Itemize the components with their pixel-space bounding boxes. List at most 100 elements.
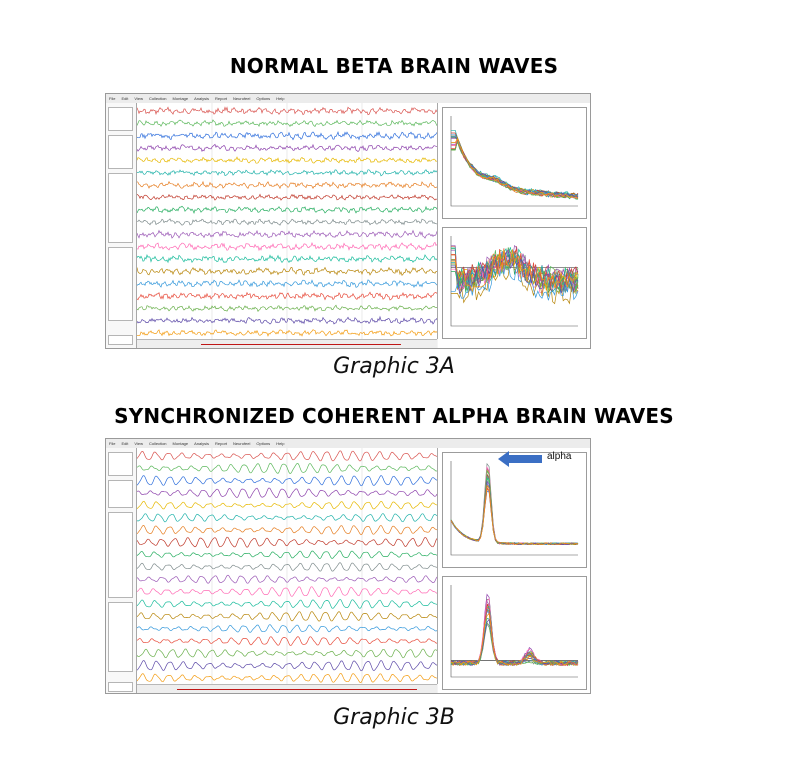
settings-box[interactable] (108, 452, 133, 476)
menu-item[interactable]: Help (276, 441, 285, 446)
eeg-channel-trace (137, 450, 437, 462)
figure-a-caption: Graphic 3A (333, 354, 455, 379)
eeg-channel-trace (137, 536, 437, 548)
spectrum-curve (450, 468, 579, 545)
spectrum-curve (450, 598, 578, 666)
spectrum-curve (451, 136, 579, 198)
menu-item[interactable]: View (134, 441, 143, 446)
eeg-channel-trace (137, 304, 437, 312)
eeg-channel-trace (137, 279, 437, 288)
eeg-channel-trace (137, 598, 437, 609)
menu-item[interactable]: Analysis (194, 441, 210, 446)
arrow-left-icon (498, 451, 542, 467)
menu-item[interactable]: Report (215, 96, 228, 101)
eeg-channel-trace (137, 487, 437, 499)
eeg-channel-trace (137, 119, 437, 128)
spectrum-curve (450, 473, 579, 545)
spectrum-chart (450, 116, 579, 207)
spectrum-curve (450, 618, 578, 666)
menu-item[interactable]: Edit (121, 96, 129, 101)
spectrum-curve (450, 604, 579, 666)
eeg-channel-trace (137, 524, 437, 536)
settings-box[interactable] (108, 107, 133, 131)
spectrum-plot-top (442, 107, 587, 219)
spectrum-curve (450, 603, 579, 667)
spectrum-curve (450, 621, 579, 666)
spectrum-curve (450, 600, 579, 666)
spectrum-plot-bottom (442, 227, 587, 339)
eeg-channel-trace (137, 193, 437, 201)
spectrum-curve (450, 481, 579, 545)
spectrum-curve (451, 140, 579, 200)
spectrum-panel (438, 448, 590, 693)
time-bar[interactable] (137, 684, 437, 693)
menu-item[interactable]: Collection (148, 96, 167, 101)
spectrum-curve (451, 129, 579, 196)
spectrum-curve (450, 609, 579, 666)
eeg-channel-trace (137, 143, 437, 152)
eeg-channel-trace (137, 205, 437, 215)
channel-list[interactable] (108, 173, 133, 243)
spectrum-curve (450, 603, 579, 666)
menu-item[interactable]: Neurofeel (233, 441, 251, 446)
plot-axes (450, 585, 578, 678)
menu-item[interactable]: File (109, 96, 116, 101)
spectrum-curve (450, 484, 579, 546)
eeg-channel-trace (137, 291, 437, 301)
spectrum-chart (450, 236, 579, 327)
time-bar[interactable] (137, 339, 437, 348)
menu-item[interactable]: Options (256, 441, 271, 446)
plot-axes (450, 461, 578, 556)
eeg-window-b: File Edit View Collection Montage Analys… (105, 438, 591, 694)
menu-item[interactable]: Report (215, 441, 228, 446)
menu-item[interactable]: View (134, 96, 143, 101)
spectrum-curve (450, 490, 579, 545)
spectrum-curve (450, 603, 579, 667)
menu-item[interactable]: Options (256, 96, 271, 101)
menu-item[interactable]: Montage (172, 441, 189, 446)
menu-item[interactable]: Montage (172, 96, 189, 101)
display-time-box[interactable] (108, 335, 133, 345)
eeg-channel-trace (137, 266, 437, 276)
spectrum-curve (450, 607, 579, 666)
spectrum-curve (450, 623, 579, 666)
spectrum-curve (450, 486, 579, 545)
eeg-traces (137, 103, 437, 339)
spectrum-curve (450, 605, 579, 666)
eeg-trace-area (137, 448, 438, 684)
figure-b-heading: SYNCHRONIZED COHERENT ALPHA BRAIN WAVES (114, 404, 674, 428)
menu-item[interactable]: Analysis (194, 96, 210, 101)
spectrum-curve (450, 475, 579, 545)
eeg-channel-trace (137, 462, 437, 475)
eeg-channel-trace (137, 218, 437, 226)
alpha-annotation: alpha (547, 451, 572, 462)
channel-list[interactable] (108, 512, 133, 598)
channel-list-2[interactable] (108, 602, 133, 672)
display-time-box[interactable] (108, 682, 133, 692)
channel-list-2[interactable] (108, 247, 133, 321)
spectrum-curve (450, 469, 579, 546)
montage-list[interactable] (108, 480, 133, 508)
spectrum-curve (450, 604, 579, 666)
plot-axes (450, 116, 578, 207)
menu-item[interactable]: File (109, 441, 116, 446)
menu-item[interactable]: Collection (148, 441, 167, 446)
eeg-channel-trace (137, 254, 437, 264)
menu-item[interactable]: Edit (121, 441, 129, 446)
menu-item[interactable]: Help (276, 96, 285, 101)
eeg-channel-trace (137, 513, 437, 523)
spectrum-curve (450, 466, 579, 545)
montage-list[interactable] (108, 135, 133, 169)
spectrum-curve (450, 477, 579, 545)
eeg-channel-trace (137, 562, 437, 572)
eeg-channel-trace (137, 586, 437, 598)
eeg-channel-trace (137, 660, 437, 672)
menu-item[interactable]: Neurofeel (233, 96, 251, 101)
eeg-window-a: File Edit View Collection Montage Analys… (105, 93, 591, 349)
spectrum-curve (450, 477, 579, 545)
spectrum-curve (450, 617, 579, 666)
spectrum-chart (450, 461, 579, 556)
spectrum-plot-bottom (442, 576, 587, 690)
spectrum-curve (451, 136, 579, 198)
eeg-channel-trace (137, 648, 437, 659)
